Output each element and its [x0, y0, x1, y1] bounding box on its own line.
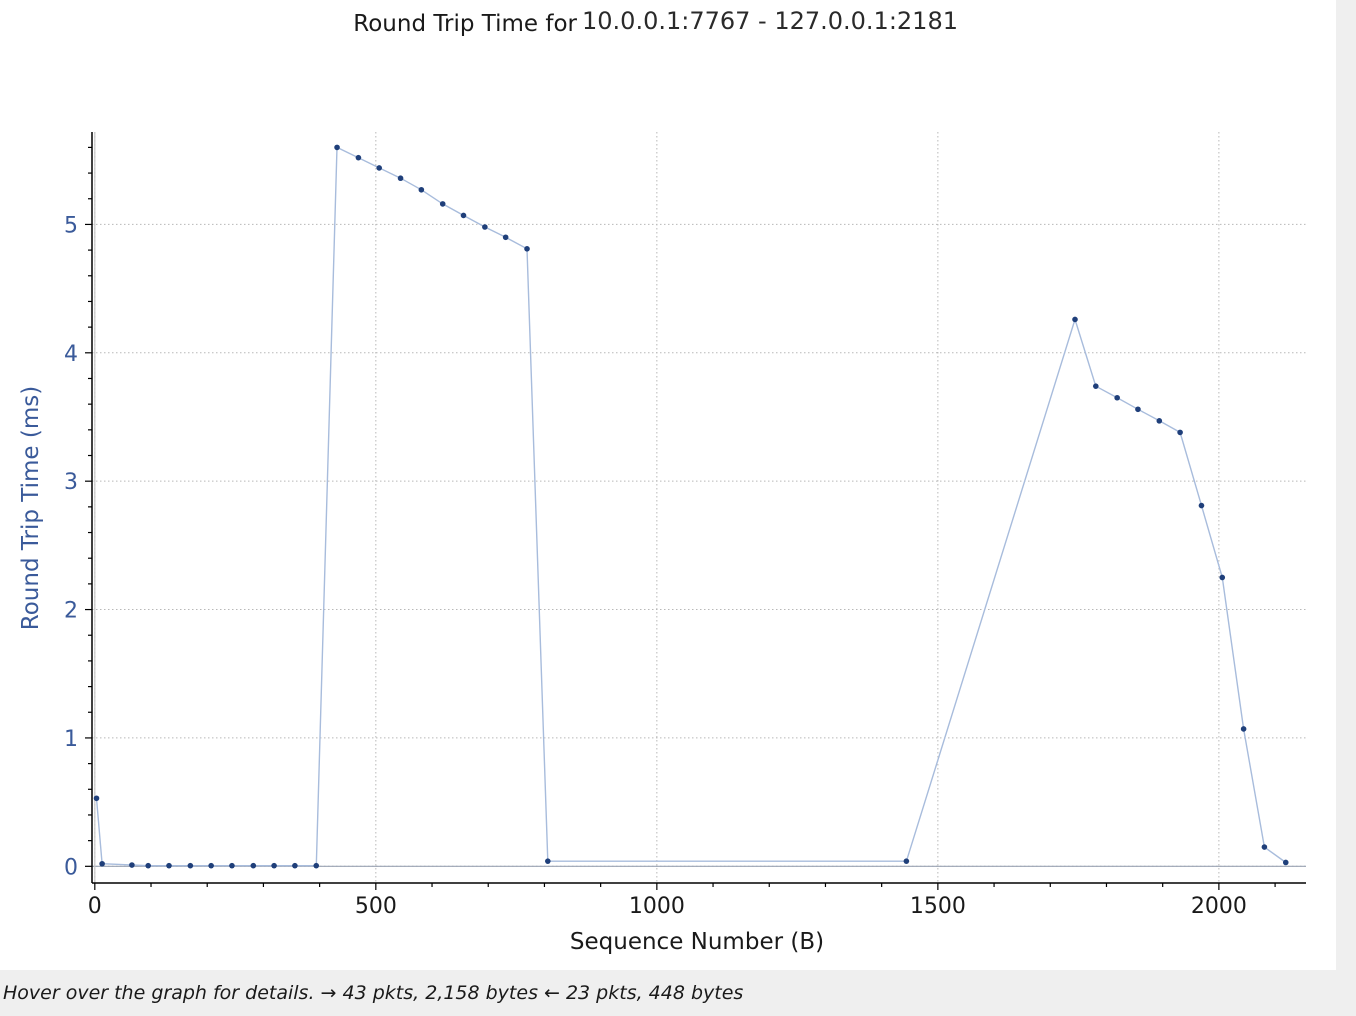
rtt-chart[interactable]: Round Trip Time for 10.0.0.1:7767 - 127.…: [0, 0, 1336, 970]
y-tick-label: 3: [64, 470, 78, 495]
data-point[interactable]: [1156, 418, 1163, 424]
data-point[interactable]: [460, 212, 467, 219]
data-point[interactable]: [292, 862, 298, 869]
data-point[interactable]: [334, 144, 340, 151]
data-point[interactable]: [903, 858, 910, 864]
data-point[interactable]: [1240, 726, 1247, 732]
data-point[interactable]: [1282, 859, 1289, 866]
chart-title-address: 10.0.0.1:7767 - 127.0.0.1:2181: [582, 7, 958, 35]
data-point[interactable]: [1135, 406, 1141, 413]
data-point[interactable]: [229, 862, 235, 869]
data-point[interactable]: [439, 201, 446, 207]
y-tick-label: 5: [64, 213, 78, 238]
x-tick-label: 1500: [910, 894, 966, 919]
data-point[interactable]: [129, 862, 135, 868]
y-tick-label: 4: [64, 342, 78, 367]
data-point[interactable]: [1092, 383, 1099, 389]
data-point[interactable]: [166, 862, 172, 869]
data-point[interactable]: [397, 175, 404, 182]
data-point[interactable]: [1261, 844, 1268, 850]
data-point[interactable]: [1072, 316, 1078, 323]
grid-lines: [92, 132, 1306, 883]
y-tick-label: 0: [64, 855, 78, 880]
data-point[interactable]: [482, 224, 488, 230]
x-tick-label: 1000: [629, 894, 685, 919]
data-point[interactable]: [99, 860, 105, 867]
x-tick-label: 0: [88, 894, 102, 919]
x-tick-label: 2000: [1191, 894, 1247, 919]
data-point[interactable]: [355, 154, 362, 161]
y-tick-label: 2: [64, 599, 78, 624]
plot-panel[interactable]: Round Trip Time for 10.0.0.1:7767 - 127.…: [0, 0, 1336, 970]
x-axis-label: Sequence Number (B): [570, 929, 824, 955]
x-tick-labels: 0 500 1000 1500 2000: [88, 894, 1247, 919]
data-point[interactable]: [250, 862, 257, 869]
data-point[interactable]: [1219, 574, 1226, 581]
data-point[interactable]: [502, 234, 509, 241]
data-point[interactable]: [418, 186, 425, 193]
data-point[interactable]: [376, 165, 383, 171]
series-line: [95, 146, 1287, 867]
data-point[interactable]: [93, 795, 100, 802]
data-point[interactable]: [208, 862, 214, 869]
data-point[interactable]: [1177, 429, 1183, 436]
axes: [85, 132, 1306, 890]
x-tick-label: 500: [355, 894, 397, 919]
data-point[interactable]: [187, 862, 194, 869]
data-point[interactable]: [1198, 502, 1205, 509]
y-tick-labels: 0 1 2 3 4 5: [64, 213, 78, 880]
data-point[interactable]: [1114, 394, 1120, 401]
y-axis-label: Round Trip Time (ms): [18, 386, 44, 630]
status-text: Hover over the graph for details. → 43 p…: [3, 982, 744, 1004]
data-point[interactable]: [524, 246, 530, 252]
rtt-series[interactable]: [93, 144, 1289, 869]
data-point[interactable]: [145, 862, 152, 869]
data-point[interactable]: [545, 858, 551, 864]
data-point[interactable]: [271, 862, 277, 869]
status-bar: Hover over the graph for details. → 43 p…: [3, 982, 743, 1004]
y-tick-label: 1: [64, 727, 78, 752]
data-point[interactable]: [313, 862, 320, 869]
chart-title-prefix: Round Trip Time for: [353, 11, 577, 37]
